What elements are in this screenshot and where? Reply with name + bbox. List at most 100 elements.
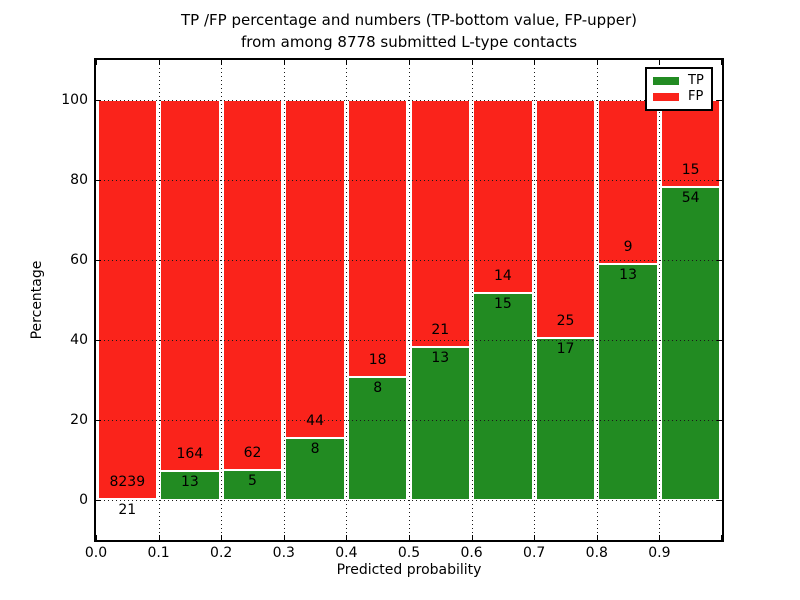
bar-segment-fp (160, 100, 220, 471)
bar-segment-fp (473, 100, 533, 294)
x-tick-mark (721, 535, 722, 540)
x-tick-mark (158, 535, 160, 540)
y-tick-mark (717, 260, 722, 261)
bar-segment-fp (410, 100, 471, 348)
x-tick-label: 0.8 (585, 545, 608, 561)
y-tick-mark (96, 340, 101, 341)
y-tick-mark (717, 100, 722, 101)
y-tick-mark (96, 420, 101, 421)
x-tick-label: 0.4 (335, 545, 358, 561)
x-tick-mark (471, 60, 473, 65)
chart-title-line2: from among 8778 submitted L-type contact… (240, 32, 578, 51)
vertical-gridline (283, 60, 285, 540)
vertical-gridline (221, 60, 223, 540)
tp-count-label: 13 (431, 350, 450, 367)
bar-segment-fp (535, 100, 596, 339)
x-tick-mark (283, 535, 285, 540)
fp-count-label: 14 (493, 268, 512, 285)
bar-segment-tp (347, 376, 408, 500)
horizontal-gridline (96, 260, 722, 261)
y-tick-label: 60 (70, 252, 88, 268)
x-tick-mark (221, 535, 223, 540)
vertical-gridline (409, 60, 410, 540)
x-tick-mark (659, 60, 661, 65)
legend-label: FP (688, 89, 704, 105)
x-tick-mark (346, 535, 348, 540)
fp-count-label: 44 (306, 413, 324, 430)
legend-row: TP (653, 72, 705, 88)
bar-segment-tp (535, 338, 596, 500)
fp-count-label: 164 (176, 445, 204, 462)
legend: TP FP (645, 67, 713, 111)
tp-count-label: 13 (180, 473, 199, 490)
bar-segment-tp (410, 347, 471, 500)
bar-segment-fp (97, 100, 158, 499)
bar-segment-tp (222, 470, 283, 500)
x-tick-mark (158, 60, 160, 65)
bar-segment-tp (473, 293, 533, 500)
x-tick-label: 0.9 (648, 545, 671, 561)
x-tick-label: 0.6 (460, 545, 483, 561)
fp-count-label: 8239 (109, 473, 146, 490)
horizontal-gridline (96, 340, 722, 341)
horizontal-gridline (96, 420, 722, 421)
x-tick-label: 0.5 (397, 545, 421, 561)
bar-segment-fp (222, 100, 283, 471)
legend-swatch-tp (653, 76, 679, 85)
legend-row: FP (653, 90, 705, 104)
vertical-gridline (471, 60, 473, 540)
y-tick-mark (96, 100, 101, 101)
tp-count-label: 13 (619, 266, 637, 283)
y-tick-label: 100 (61, 92, 88, 108)
tp-count-label: 17 (556, 341, 575, 358)
x-tick-mark (409, 60, 410, 65)
vertical-gridline (346, 60, 348, 540)
fp-count-label: 15 (681, 161, 700, 178)
x-tick-mark (96, 535, 97, 540)
vertical-gridline (659, 60, 661, 540)
x-tick-mark (221, 60, 223, 65)
x-tick-mark (471, 535, 473, 540)
x-tick-mark (596, 535, 598, 540)
x-tick-mark (346, 60, 348, 65)
tp-count-label: 21 (118, 501, 137, 518)
bar-segment-tp (660, 186, 721, 500)
x-tick-label: 0.1 (147, 545, 170, 561)
y-tick-mark (717, 420, 722, 421)
fp-count-label: 9 (623, 238, 633, 255)
fp-count-label: 62 (243, 445, 262, 462)
legend-label: TP (688, 72, 704, 88)
x-tick-mark (96, 60, 97, 65)
x-tick-mark (596, 60, 598, 65)
x-tick-mark (283, 60, 285, 65)
x-tick-mark (534, 535, 536, 540)
x-tick-mark (721, 60, 722, 65)
y-tick-label: 80 (70, 172, 88, 188)
y-tick-mark (96, 500, 101, 501)
bar-segment-fp (660, 100, 721, 187)
x-tick-label: 0.3 (272, 545, 295, 561)
bar-segment-tp (285, 438, 345, 500)
y-axis-label: Percentage (29, 260, 45, 340)
chart-title: TP /FP percentage and numbers (TP-bottom… (96, 10, 722, 54)
fp-count-label: 25 (556, 313, 575, 330)
x-tick-mark (534, 60, 536, 65)
y-tick-label: 40 (70, 332, 88, 348)
bar-segment-tp (160, 470, 220, 500)
y-tick-mark (717, 500, 722, 501)
vertical-gridline (534, 60, 536, 540)
bar-segment-fp (347, 100, 408, 377)
y-tick-label: 0 (79, 492, 88, 508)
plot-area: TP FP 8239 21 164 13 62 5 44 8 18 8 21 13 14 15 25 17 9 13… (94, 58, 724, 542)
tp-count-label: 54 (681, 189, 700, 206)
x-tick-mark (409, 535, 410, 540)
x-tick-mark (659, 535, 661, 540)
tp-count-label: 5 (248, 473, 257, 490)
chart-title-line1: TP /FP percentage and numbers (TP-bottom… (181, 11, 637, 29)
x-tick-label: 0.2 (210, 545, 233, 561)
tp-count-label: 8 (310, 441, 320, 458)
x-tick-label: 0.0 (84, 545, 108, 561)
y-tick-mark (717, 180, 722, 181)
tp-count-label: 8 (373, 379, 383, 396)
